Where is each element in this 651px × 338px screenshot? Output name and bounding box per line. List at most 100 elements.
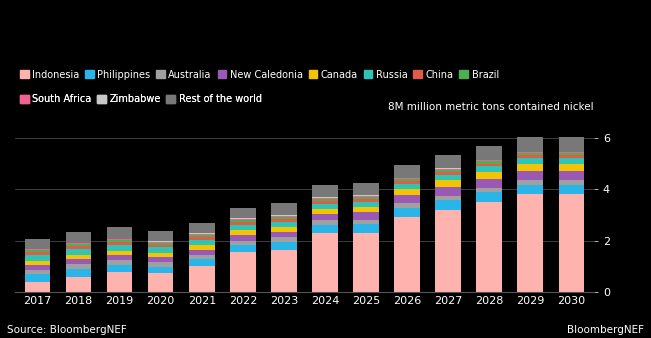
Bar (312, 185, 338, 197)
Bar (25, 250, 50, 252)
Bar (189, 223, 214, 233)
Bar (436, 196, 461, 200)
Legend: South Africa, Zimbabwe, Rest of the world: South Africa, Zimbabwe, Rest of the worl… (20, 94, 262, 104)
Bar (353, 195, 379, 196)
Bar (436, 155, 461, 168)
Bar (230, 219, 256, 220)
Bar (477, 179, 502, 188)
Bar (189, 249, 214, 255)
Bar (518, 194, 543, 292)
Bar (353, 224, 379, 233)
Bar (353, 212, 379, 219)
Bar (107, 239, 132, 240)
Bar (148, 267, 173, 273)
Bar (107, 242, 132, 245)
Bar (230, 208, 256, 218)
Bar (559, 194, 584, 292)
Bar (518, 180, 543, 185)
Bar (518, 153, 543, 155)
Bar (518, 164, 543, 171)
Bar (107, 227, 132, 239)
Bar (436, 174, 461, 180)
Bar (25, 239, 50, 249)
Bar (559, 152, 584, 153)
Bar (25, 274, 50, 282)
Bar (436, 180, 461, 187)
Bar (25, 249, 50, 250)
Bar (353, 207, 379, 212)
Bar (189, 245, 214, 249)
Bar (436, 187, 461, 196)
Bar (107, 240, 132, 242)
Bar (518, 158, 543, 164)
Text: Source: BloombergNEF: Source: BloombergNEF (7, 324, 126, 335)
Bar (271, 215, 297, 216)
Bar (436, 200, 461, 210)
Bar (25, 252, 50, 255)
Bar (477, 162, 502, 164)
Bar (312, 225, 338, 233)
Bar (559, 180, 584, 185)
Bar (312, 197, 338, 198)
Bar (189, 259, 214, 266)
Bar (353, 183, 379, 195)
Bar (66, 269, 91, 276)
Bar (107, 272, 132, 292)
Bar (66, 232, 91, 243)
Bar (107, 245, 132, 250)
Bar (189, 237, 214, 240)
Bar (230, 220, 256, 222)
Bar (148, 257, 173, 262)
Bar (436, 170, 461, 172)
Bar (66, 276, 91, 292)
Text: BloombergNEF: BloombergNEF (568, 324, 644, 335)
Bar (353, 233, 379, 292)
Bar (395, 165, 420, 178)
Bar (230, 230, 256, 235)
Bar (25, 270, 50, 274)
Bar (230, 225, 256, 230)
Bar (559, 171, 584, 180)
Bar (395, 181, 420, 184)
Bar (148, 241, 173, 242)
Bar (148, 243, 173, 245)
Bar (148, 253, 173, 257)
Bar (25, 265, 50, 270)
Bar (559, 158, 584, 164)
Bar (66, 244, 91, 246)
Bar (148, 242, 173, 243)
Bar (518, 185, 543, 194)
Bar (436, 210, 461, 292)
Bar (477, 146, 502, 160)
Bar (189, 266, 214, 292)
Bar (395, 208, 420, 217)
Bar (107, 250, 132, 255)
Bar (518, 137, 543, 152)
Bar (189, 233, 214, 234)
Text: 8M million metric tons contained nickel: 8M million metric tons contained nickel (388, 102, 594, 112)
Bar (271, 222, 297, 227)
Bar (66, 259, 91, 264)
Bar (436, 168, 461, 169)
Bar (271, 216, 297, 217)
Bar (395, 179, 420, 181)
Bar (271, 203, 297, 215)
Bar (312, 201, 338, 203)
Bar (148, 245, 173, 247)
Bar (148, 273, 173, 292)
Bar (477, 188, 502, 192)
Bar (25, 261, 50, 265)
Bar (477, 172, 502, 179)
Bar (477, 161, 502, 162)
Bar (25, 255, 50, 261)
Bar (312, 198, 338, 199)
Bar (271, 238, 297, 242)
Bar (189, 235, 214, 237)
Bar (230, 235, 256, 241)
Bar (559, 164, 584, 171)
Bar (230, 252, 256, 292)
Bar (25, 282, 50, 292)
Bar (353, 201, 379, 207)
Bar (559, 153, 584, 155)
Bar (312, 209, 338, 214)
